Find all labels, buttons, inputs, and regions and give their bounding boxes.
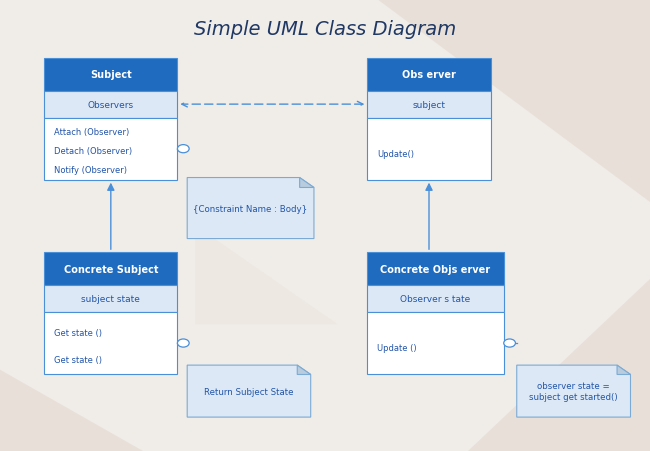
Bar (44, 312, 177, 374)
Text: Concrete Objs erver: Concrete Objs erver (380, 264, 491, 274)
Polygon shape (468, 280, 650, 451)
Text: Notify (Observer): Notify (Observer) (54, 166, 127, 175)
Text: Obs erver: Obs erver (402, 70, 456, 80)
Polygon shape (300, 178, 314, 188)
Bar (44, 59, 177, 92)
Text: observer state =
subject get started(): observer state = subject get started() (529, 382, 618, 401)
Bar (44, 92, 177, 118)
Text: subject state: subject state (81, 295, 140, 304)
Bar (367, 92, 491, 118)
Polygon shape (0, 370, 143, 451)
Text: Observers: Observers (88, 101, 134, 110)
Text: {Constraint Name : Body}: {Constraint Name : Body} (194, 204, 307, 213)
Polygon shape (517, 365, 630, 417)
Polygon shape (377, 0, 650, 203)
Polygon shape (187, 178, 314, 239)
Polygon shape (617, 365, 630, 375)
Text: Get state (): Get state () (54, 355, 102, 364)
Text: Detach (Observer): Detach (Observer) (54, 147, 132, 156)
Text: subject: subject (413, 101, 445, 110)
Bar (367, 59, 491, 92)
Text: Concrete Subject: Concrete Subject (64, 264, 158, 274)
Bar (367, 312, 504, 374)
Text: Attach (Observer): Attach (Observer) (54, 128, 129, 137)
Text: Observer s tate: Observer s tate (400, 295, 471, 304)
Text: Update (): Update () (377, 344, 417, 353)
Bar (367, 118, 491, 180)
Text: Get state (): Get state () (54, 328, 102, 337)
Text: Return Subject State: Return Subject State (204, 387, 294, 396)
Polygon shape (297, 365, 311, 375)
Bar (44, 253, 177, 285)
Circle shape (177, 339, 189, 347)
Polygon shape (187, 365, 311, 417)
Bar (367, 253, 504, 285)
Text: Update(): Update() (377, 150, 414, 159)
Circle shape (504, 339, 515, 347)
Polygon shape (195, 226, 338, 325)
Text: Simple UML Class Diagram: Simple UML Class Diagram (194, 20, 456, 39)
Bar (44, 118, 177, 180)
Text: Subject: Subject (90, 70, 132, 80)
Bar (44, 285, 177, 312)
Bar (367, 285, 504, 312)
Circle shape (177, 145, 189, 153)
